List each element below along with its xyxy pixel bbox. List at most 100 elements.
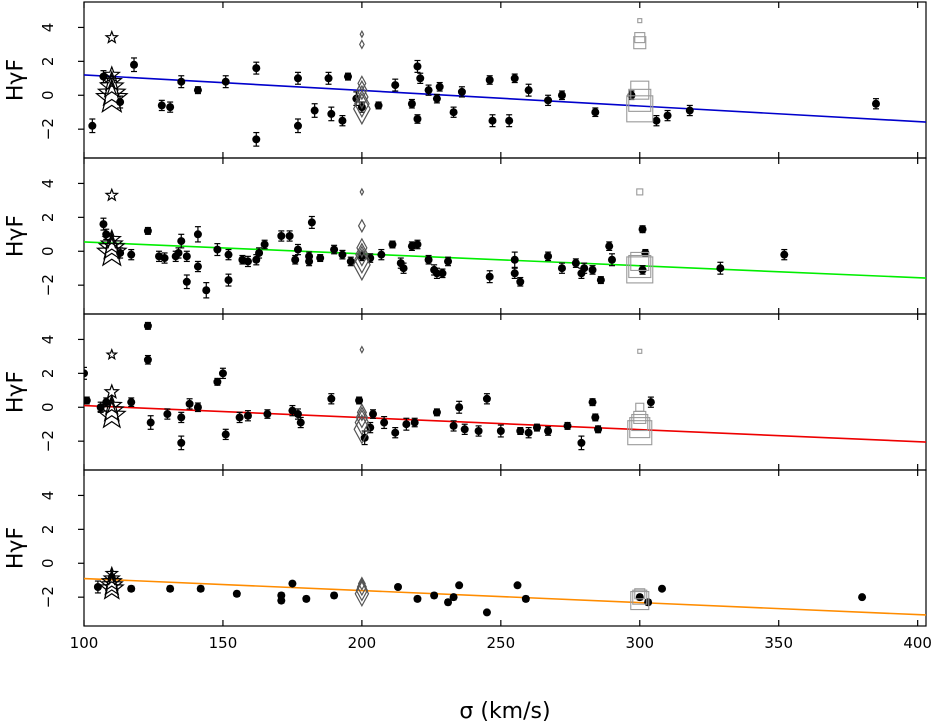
data-point (305, 252, 314, 261)
data-point (435, 82, 444, 91)
diamond-marker (357, 218, 366, 234)
data-point (557, 264, 566, 273)
data-point (380, 418, 389, 427)
panel-plot-area (84, 187, 926, 299)
data-point (243, 257, 252, 266)
star-marker (96, 400, 127, 429)
star-marker (97, 233, 126, 260)
data-point (516, 277, 525, 286)
star-marker (100, 69, 123, 92)
y-tick-label: −2 (39, 430, 57, 452)
y-tick-label: 4 (39, 491, 57, 501)
square-marker (627, 420, 653, 446)
data-point (524, 428, 533, 437)
data-point (424, 86, 433, 95)
data-point (293, 121, 302, 130)
data-point (510, 255, 519, 264)
diamond-marker (357, 576, 366, 591)
data-point (505, 116, 514, 125)
x-tick-label: 150 (209, 634, 238, 652)
square-marker (630, 251, 650, 271)
data-point (516, 427, 525, 435)
data-point (455, 581, 464, 590)
data-point (658, 584, 667, 593)
data-point (369, 410, 378, 419)
data-point (482, 608, 491, 617)
data-point (644, 598, 653, 607)
star-marker (99, 572, 124, 596)
square-marker (631, 413, 649, 432)
data-point (196, 584, 205, 593)
data-point (143, 321, 152, 330)
square-marker (629, 417, 651, 439)
data-point (377, 250, 386, 259)
data-point (84, 396, 91, 405)
data-point (174, 248, 183, 257)
diamond-marker (355, 579, 369, 602)
data-point (413, 594, 422, 603)
data-point (193, 403, 202, 412)
y-tick-label: 0 (39, 558, 57, 568)
fit-line (84, 241, 926, 279)
data-point (166, 584, 175, 593)
data-point (163, 410, 172, 419)
square-marker (628, 88, 652, 112)
panel-2: −2 0 2 4 HγF (4, 157, 927, 315)
data-point (588, 398, 597, 407)
data-point (293, 410, 302, 419)
diamond-marker (359, 29, 365, 39)
data-point (402, 420, 411, 429)
data-point (594, 425, 603, 434)
data-point (166, 103, 175, 112)
data-point (413, 62, 422, 71)
square-marker (630, 591, 650, 611)
data-point (310, 106, 319, 115)
star-marker (101, 228, 122, 249)
data-point (93, 583, 102, 591)
data-point (177, 77, 186, 86)
star-marker (102, 568, 122, 587)
star-marker (104, 29, 120, 44)
star-marker (105, 347, 119, 361)
data-point (127, 584, 136, 593)
y-tick-label: 0 (39, 90, 57, 100)
square-marker (634, 588, 646, 600)
panel-frame (83, 1, 927, 159)
star-marker (94, 80, 129, 113)
data-point (277, 232, 286, 240)
data-point (457, 87, 466, 96)
data-point (293, 245, 302, 254)
diamond-marker (353, 414, 371, 445)
data-point (577, 438, 586, 447)
y-axis-label: HγF (4, 59, 29, 101)
star-marker (98, 73, 125, 98)
data-point (235, 413, 244, 422)
star-marker (100, 393, 123, 416)
y-tick-label: 4 (39, 179, 57, 189)
data-point (544, 252, 553, 261)
square-marker (637, 18, 643, 24)
data-point (444, 598, 453, 607)
data-point (193, 230, 202, 239)
data-point (213, 377, 222, 386)
data-point (413, 240, 422, 249)
data-point (591, 413, 600, 422)
data-point (432, 408, 441, 417)
diamond-marker (359, 39, 365, 50)
diamond-marker (355, 84, 369, 110)
data-point (588, 265, 597, 274)
diamond-marker (352, 92, 371, 126)
data-point (455, 403, 464, 412)
diamond-marker (356, 79, 368, 101)
data-point (449, 108, 458, 117)
diamond-marker (354, 580, 370, 608)
data-point (410, 418, 419, 427)
square-marker (630, 80, 650, 100)
data-point (424, 255, 433, 264)
panel-4: −2 0 2 4 HγF (4, 469, 927, 627)
data-point (185, 399, 194, 408)
data-point (221, 77, 230, 86)
data-point (627, 91, 636, 100)
data-point (177, 237, 186, 246)
data-point (449, 593, 458, 602)
